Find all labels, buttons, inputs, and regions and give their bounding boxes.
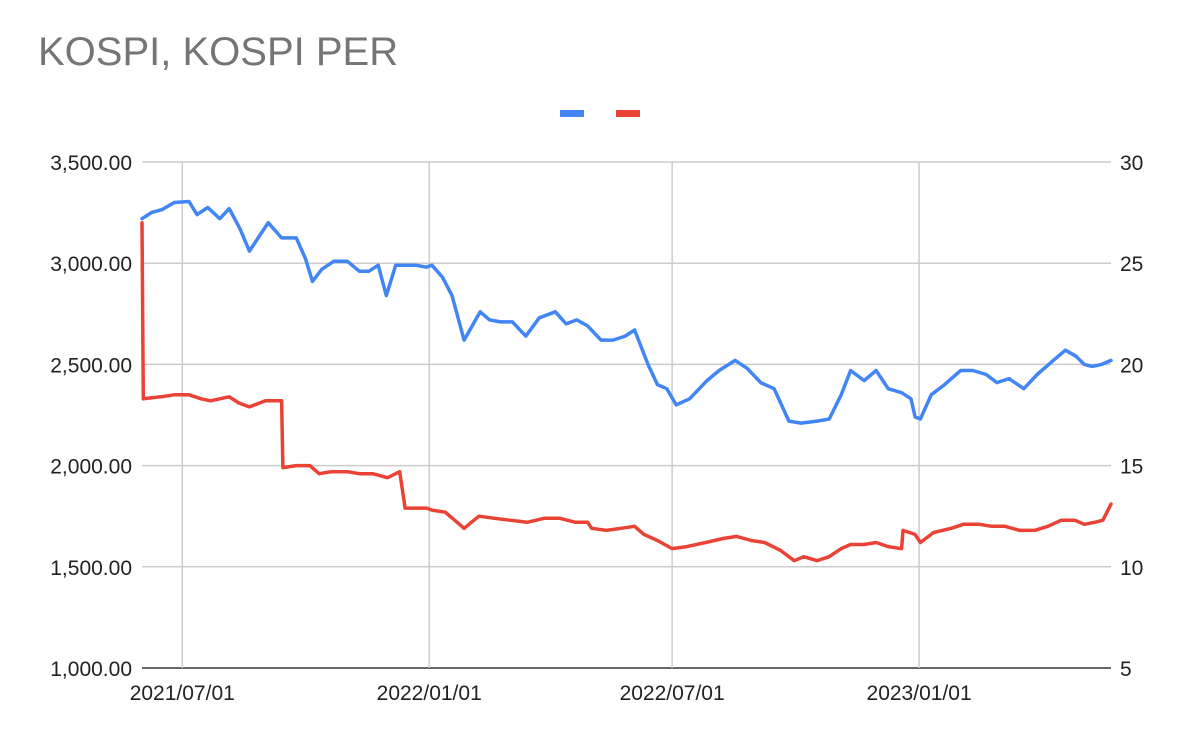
x-tick-label: 2023/01/01 (867, 682, 972, 705)
y-left-tick-label: 3,500.00 (50, 152, 132, 175)
y-left-tick-label: 1,000.00 (50, 658, 132, 681)
series-line-per (140, 220, 1113, 563)
legend-swatch (616, 110, 640, 117)
y-right-tick-label: 15 (1120, 456, 1143, 479)
x-tick-label: 2022/07/01 (620, 682, 725, 705)
y-left-tick-label: 1,500.00 (50, 557, 132, 580)
y-right-tick-label: 30 (1120, 152, 1143, 175)
legend-swatch (560, 110, 584, 117)
x-tick-label: 2022/01/01 (377, 682, 482, 705)
y-left-tick-label: 2,000.00 (50, 456, 132, 479)
x-tick-label: 2021/07/01 (130, 682, 235, 705)
y-left-tick-label: 2,500.00 (50, 354, 132, 377)
y-right-tick-label: 10 (1120, 557, 1143, 580)
series-line-kospi (140, 199, 1113, 425)
y-right-tick-label: 20 (1120, 354, 1143, 377)
y-right-tick-label: 5 (1120, 658, 1132, 681)
chart-title: KOSPI, KOSPI PER (38, 30, 399, 74)
y-right-tick-label: 25 (1120, 253, 1143, 276)
y-left-tick-label: 3,000.00 (50, 253, 132, 276)
